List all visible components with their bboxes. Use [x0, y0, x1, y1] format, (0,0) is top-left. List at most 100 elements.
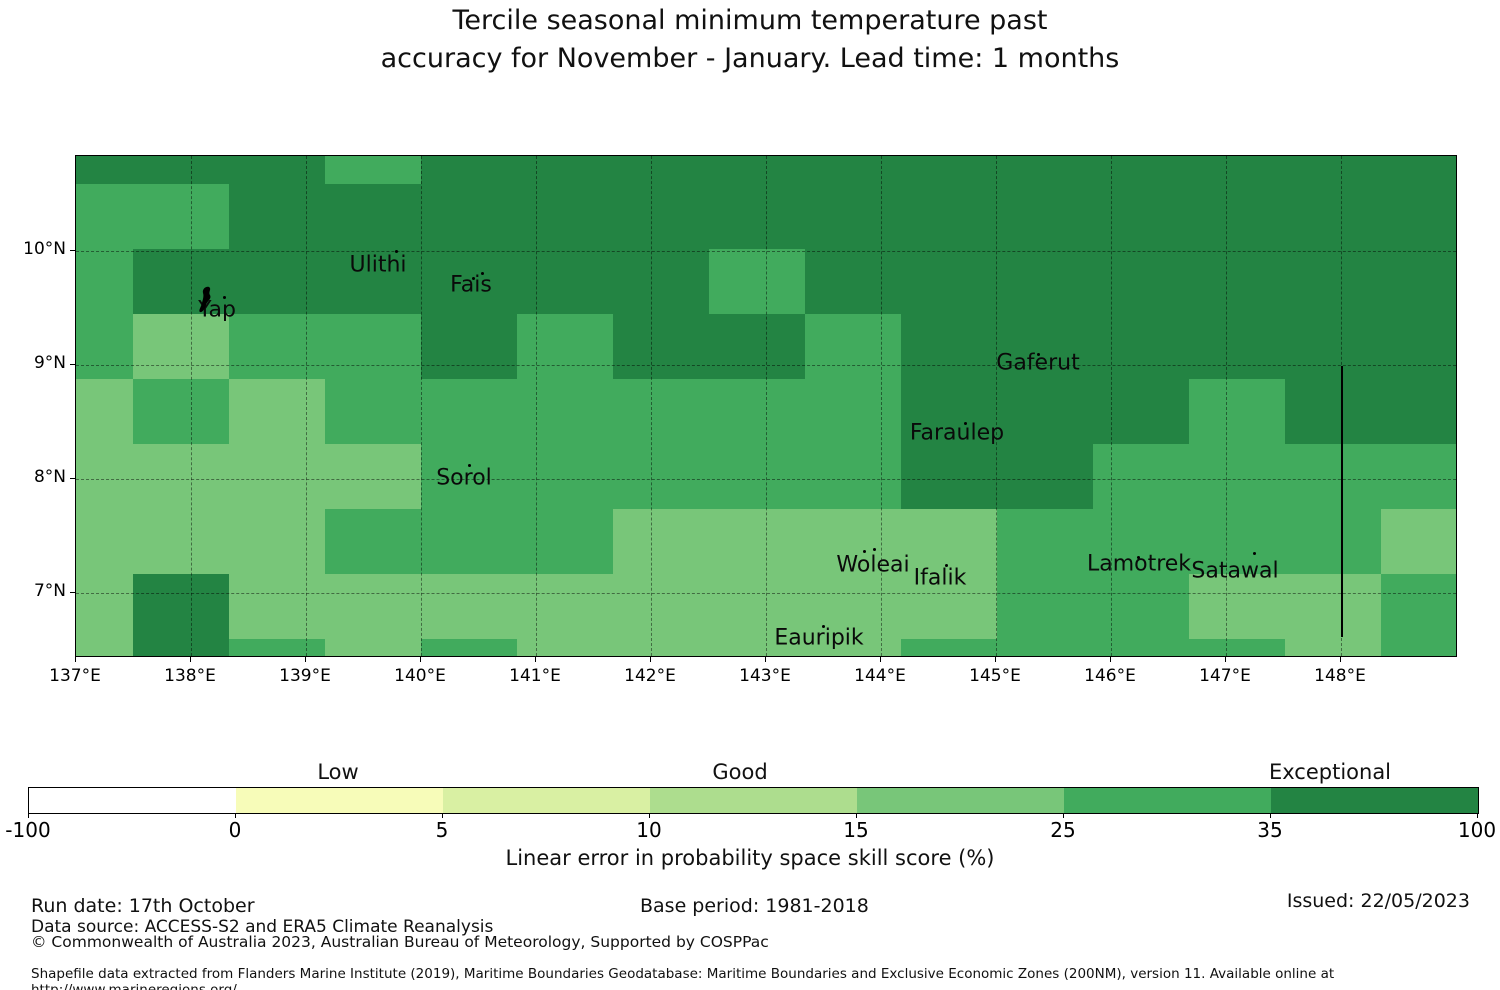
- heatmap-cell: [421, 379, 517, 444]
- colorbar-tick-label: 25: [1050, 818, 1076, 842]
- colorbar-segment: [29, 788, 236, 813]
- island-marker-dot: [964, 422, 967, 425]
- y-tick-mark: [70, 478, 75, 479]
- heatmap-cell: [709, 184, 805, 249]
- x-tick-mark: [1110, 656, 1111, 662]
- x-tick-label: 142°E: [624, 666, 676, 686]
- heatmap-cell: [1285, 509, 1381, 574]
- heatmap-cell: [1093, 509, 1189, 574]
- heatmap-cell: [613, 249, 709, 314]
- eez-boundary-line: [1341, 366, 1343, 637]
- x-tick-mark: [650, 656, 651, 662]
- heatmap-cell: [229, 639, 325, 656]
- heatmap-cell: [613, 314, 709, 379]
- heatmap-cell: [997, 379, 1093, 444]
- island-marker-dot: [481, 272, 484, 275]
- x-tick-mark: [995, 656, 996, 662]
- heatmap-cell: [709, 574, 805, 639]
- heatmap-cell: [1093, 574, 1189, 639]
- x-tick-mark: [420, 656, 421, 662]
- heatmap-cell: [517, 156, 613, 184]
- heatmap-cell: [133, 314, 229, 379]
- island-label-eauripik: Eauripik: [774, 625, 864, 651]
- heatmap-cell: [901, 444, 997, 509]
- footer-issued-date: Issued: 22/05/2023: [1286, 890, 1470, 912]
- latitude-gridline: [76, 479, 1456, 480]
- y-tick-label: 8°N: [33, 467, 66, 487]
- heatmap-cell: [325, 574, 421, 639]
- colorbar-segment: [443, 788, 650, 813]
- colorbar-category-low: Low: [317, 760, 359, 784]
- colorbar-tick-mark: [856, 813, 857, 818]
- heatmap-cell: [901, 249, 997, 314]
- heatmap-cell: [613, 379, 709, 444]
- heatmap-cell: [76, 184, 133, 249]
- heatmap-cell: [229, 509, 325, 574]
- heatmap-cell: [76, 444, 133, 509]
- heatmap-cell: [1189, 444, 1285, 509]
- heatmap-cell: [997, 184, 1093, 249]
- heatmap-cell: [1285, 184, 1381, 249]
- heatmap-cell: [997, 314, 1093, 379]
- heatmap-cell: [1285, 574, 1381, 639]
- heatmap-cell: [805, 249, 901, 314]
- heatmap-cell: [229, 249, 325, 314]
- latitude-gridline: [76, 251, 1456, 252]
- heatmap-cell: [76, 639, 133, 656]
- colorbar-tick-mark: [1477, 813, 1478, 818]
- colorbar-tick-mark: [235, 813, 236, 818]
- x-tick-mark: [535, 656, 536, 662]
- longitude-gridline: [1226, 156, 1227, 656]
- heatmap-cell: [133, 444, 229, 509]
- x-tick-label: 139°E: [279, 666, 331, 686]
- heatmap-cell: [133, 639, 229, 656]
- y-tick-label: 7°N: [33, 581, 66, 601]
- colorbar-axis-label: Linear error in probability space skill …: [505, 846, 995, 870]
- island-label-lamotrek: Lamotrek: [1086, 551, 1192, 577]
- heatmap-cell: [613, 574, 709, 639]
- heatmap-cell: [1381, 156, 1456, 184]
- heatmap-cell: [229, 184, 325, 249]
- heatmap-cell: [901, 639, 997, 656]
- colorbar-segment: [650, 788, 857, 813]
- heatmap-cell: [517, 249, 613, 314]
- island-label-sorol: Sorol: [436, 465, 492, 491]
- heatmap-cell: [133, 156, 229, 184]
- island-label-faraulep: Faraulep: [909, 420, 1005, 446]
- heatmap-cell: [517, 379, 613, 444]
- colorbar-tick-label: 5: [435, 818, 449, 842]
- longitude-gridline: [191, 156, 192, 656]
- heatmap-cell: [517, 184, 613, 249]
- heatmap-cell: [76, 509, 133, 574]
- colorbar-tick-label: 35: [1257, 818, 1283, 842]
- y-tick-mark: [70, 592, 75, 593]
- heatmap-cell: [1285, 314, 1381, 379]
- colorbar-category-good: Good: [712, 760, 768, 784]
- heatmap-cell: [613, 639, 709, 656]
- heatmap-cell: [1189, 509, 1285, 574]
- x-tick-label: 146°E: [1084, 666, 1136, 686]
- heatmap-cell: [421, 156, 517, 184]
- longitude-gridline: [536, 156, 537, 656]
- heatmap-cell: [709, 156, 805, 184]
- heatmap-cell: [1381, 249, 1456, 314]
- x-tick-mark: [1225, 656, 1226, 662]
- footer-copyright: © Commonwealth of Australia 2023, Austra…: [31, 933, 769, 951]
- heatmap-cell: [517, 314, 613, 379]
- heatmap-cell: [805, 184, 901, 249]
- colorbar-tick-label: 0: [228, 818, 242, 842]
- heatmap-cell: [1285, 444, 1381, 509]
- footer-run-date: Run date: 17th October: [31, 895, 255, 917]
- island-label-fais: Fais: [450, 272, 492, 298]
- heatmap-cell: [517, 574, 613, 639]
- x-tick-mark: [190, 656, 191, 662]
- heatmap-cell: [133, 509, 229, 574]
- heatmap-cell: [805, 444, 901, 509]
- heatmap-cell: [76, 379, 133, 444]
- colorbar-segment: [1064, 788, 1271, 813]
- colorbar-tick-mark: [1270, 813, 1271, 818]
- heatmap-cell: [997, 444, 1093, 509]
- heatmap-cell: [229, 314, 325, 379]
- heatmap-cell: [325, 444, 421, 509]
